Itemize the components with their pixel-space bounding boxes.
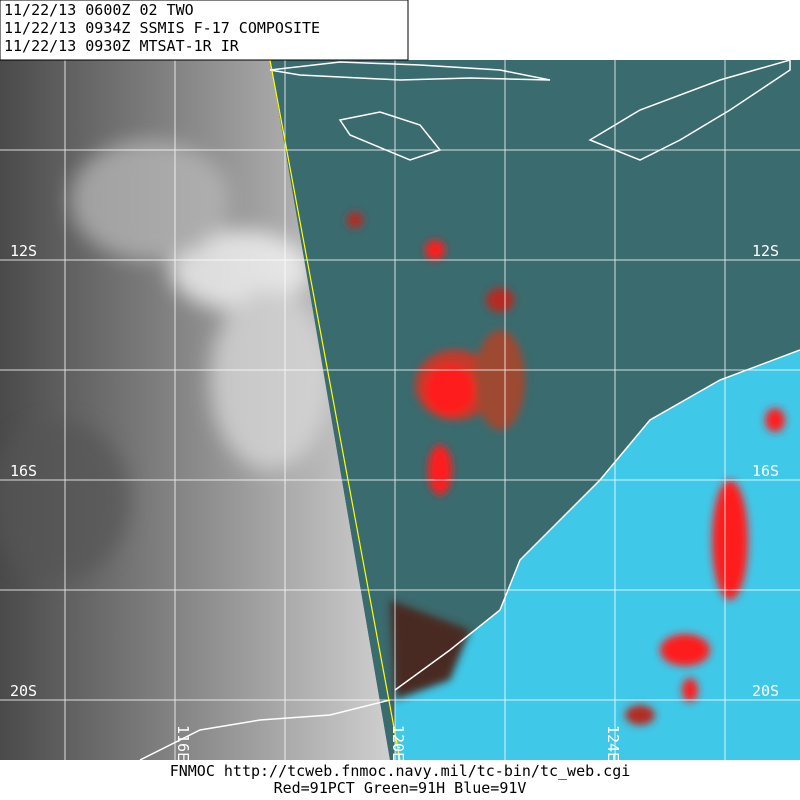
- convection: [347, 212, 785, 725]
- footer-line: Red=91PCT Green=91H Blue=91V: [274, 779, 527, 797]
- lat-label: 16S: [752, 462, 779, 480]
- header-box: [0, 0, 409, 61]
- lat-label: 20S: [752, 682, 779, 700]
- lat-label: 12S: [10, 242, 37, 260]
- lat-label: 12S: [752, 242, 779, 260]
- graticule: [0, 60, 800, 760]
- header-line: 11/22/13 0930Z MTSAT-1R IR: [4, 37, 240, 55]
- footer-line: FNMOC http://tcweb.fnmoc.navy.mil/tc-bin…: [170, 762, 631, 780]
- lon-label: 120E: [389, 725, 407, 761]
- lat-labels: 12S 16S 20S 8S 12S 16S 20S 124E 116E 120…: [10, 14, 780, 761]
- lon-label: 124E: [623, 14, 641, 50]
- header-line: 11/22/13 0600Z 02 TWO: [4, 1, 194, 19]
- lat-label: 8S: [762, 20, 780, 38]
- header-line: 11/22/13 0934Z SSMIS F-17 COMPOSITE: [4, 19, 320, 37]
- lat-label: 20S: [10, 682, 37, 700]
- lat-label: 16S: [10, 462, 37, 480]
- lon-label: 116E: [174, 725, 192, 761]
- lon-label: 124E: [604, 725, 622, 761]
